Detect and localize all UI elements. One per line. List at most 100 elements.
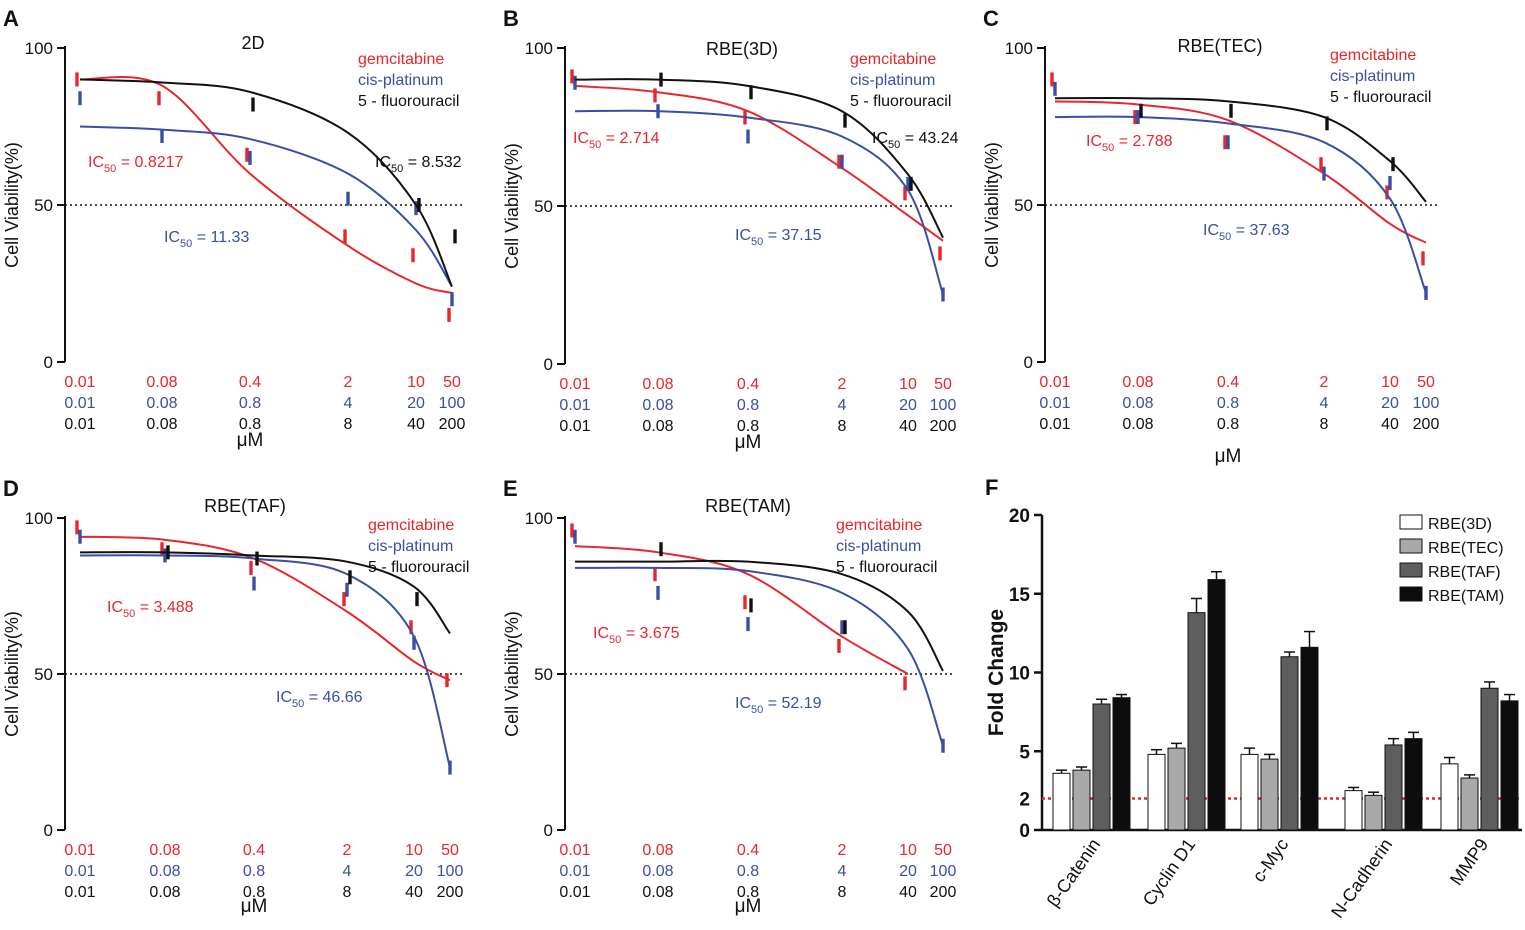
- bar: [1364, 794, 1383, 831]
- x-tick-label: 0.01: [64, 863, 95, 880]
- x-tick-label: 8: [838, 418, 847, 435]
- x-tick-label: 0.8: [239, 395, 261, 412]
- x-tick-label: 200: [439, 416, 466, 433]
- legend-swatch: [1399, 538, 1423, 554]
- x-tick-label: 20: [899, 397, 917, 414]
- y-tick-label: 0: [1024, 353, 1033, 372]
- x-tick-label: 0.8: [243, 884, 265, 901]
- x-tick-label: 10: [407, 374, 425, 391]
- fit-curve-0: [574, 545, 909, 675]
- x-tick-label: 0.01: [1039, 395, 1070, 412]
- x-tick-label: 4: [838, 863, 847, 880]
- x-axis-label: μM: [1215, 446, 1242, 467]
- x-tick-label: 0.08: [149, 863, 180, 880]
- x-tick-label: 100: [439, 395, 466, 412]
- x-tick-label: 0.01: [559, 863, 590, 880]
- legend-label: RBE(TAF): [1428, 564, 1501, 581]
- panel-a: A 0 50 100 Cell Viability(%) 2D gemcitabine cis…: [2, 6, 465, 451]
- x-tick-label: 200: [437, 884, 464, 901]
- x-tick-label: 50: [934, 842, 952, 859]
- x-tick-label: 0.08: [642, 842, 673, 859]
- x-tick-label: 40: [405, 884, 423, 901]
- bar: [1092, 703, 1111, 831]
- x-tick-label: 100: [1413, 395, 1440, 412]
- x-tick-label: 100: [930, 397, 957, 414]
- legend-gemcitabine: gemcitabine: [836, 517, 922, 534]
- legend-cis-platinum: cis-platinum: [836, 538, 921, 555]
- x-tick-label: 0.4: [243, 842, 265, 859]
- panel-letter: B: [503, 6, 519, 31]
- ic50-label: IC50 = 2.714: [573, 130, 660, 151]
- panel-b: B 0 50 100 Cell Viability(%) RBE(3D) gemcitabi…: [502, 6, 959, 453]
- x-tick-label: 8: [838, 884, 847, 901]
- x-axis-label: μM: [237, 430, 264, 451]
- fit-curve-1: [1054, 115, 1427, 294]
- category-label: N-Cadherin: [1327, 835, 1396, 922]
- x-tick-label: 4: [344, 395, 353, 412]
- x-tick-label: 10: [1381, 374, 1399, 391]
- panel-d: D 0 50 100 Cell Viability(%) RBE(TAF) gemcitab…: [2, 476, 469, 917]
- chart-title: 2D: [241, 33, 264, 53]
- legend-swatch: [1399, 562, 1423, 578]
- fit-curve-1: [574, 566, 944, 747]
- legend-gemcitabine: gemcitabine: [1330, 47, 1416, 64]
- x-axis-label: μM: [735, 896, 762, 917]
- legend-cis-platinum: cis-platinum: [368, 538, 453, 555]
- x-tick-label: 20: [1381, 395, 1399, 412]
- x-tick-label: 10: [405, 842, 423, 859]
- panel-letter: A: [3, 6, 19, 31]
- x-tick-label: 10: [899, 376, 917, 393]
- y-tick-label: 0: [44, 353, 53, 372]
- x-tick-label: 0.01: [1039, 416, 1070, 433]
- x-tick-label: 0.01: [64, 416, 95, 433]
- fit-curve-1: [79, 125, 453, 288]
- x-tick-label: 40: [1381, 416, 1399, 433]
- legend-gemcitabine: gemcitabine: [850, 51, 936, 68]
- panel-c: C 0 50 100 Cell Viability(%) RBE(TEC) gemcitab…: [982, 6, 1439, 467]
- ic50-label: IC50 = 0.8217: [88, 154, 184, 175]
- fit-curve-1: [79, 554, 451, 768]
- x-tick-label: 0.4: [737, 376, 759, 393]
- panel-letter: D: [3, 476, 19, 501]
- bar: [1384, 744, 1403, 831]
- x-tick-label: 0.01: [559, 418, 590, 435]
- x-tick-label: 0.01: [64, 395, 95, 412]
- x-tick-label: 0.08: [149, 884, 180, 901]
- legend-cis-platinum: cis-platinum: [850, 72, 935, 89]
- x-tick-label: 8: [344, 416, 353, 433]
- bar: [1207, 579, 1226, 831]
- bar: [1187, 612, 1206, 831]
- y-tick-label: 100: [25, 39, 53, 58]
- y-tick-label: 100: [525, 509, 553, 528]
- bar: [1167, 747, 1186, 831]
- y-tick-label: 100: [525, 39, 553, 58]
- x-tick-label: 0.4: [1217, 374, 1239, 391]
- x-axis-label: μM: [241, 896, 268, 917]
- x-tick-label: 100: [930, 863, 957, 880]
- x-tick-label: 0.8: [243, 863, 265, 880]
- y-tick-label: 0: [44, 821, 53, 840]
- x-tick-label: 40: [899, 418, 917, 435]
- bar: [1344, 790, 1363, 831]
- x-tick-label: 4: [1320, 395, 1329, 412]
- legend-fluorouracil: 5 - fluorouracil: [850, 93, 951, 110]
- y-axis-label: Fold Change: [985, 609, 1008, 736]
- y-tick-label: 100: [1005, 39, 1033, 58]
- y-axis-label: Cell Viability(%): [502, 143, 522, 269]
- category-label: β-Catenin: [1043, 835, 1104, 911]
- x-tick-label: 0.08: [146, 374, 177, 391]
- x-tick-label: 0.08: [642, 376, 673, 393]
- x-tick-label: 0.8: [737, 397, 759, 414]
- bar: [1072, 769, 1091, 831]
- y-axis-label: Cell Viability(%): [982, 142, 1002, 268]
- y-tick-label: 50: [34, 196, 53, 215]
- legend-swatch: [1399, 586, 1423, 602]
- x-tick-label: 2: [344, 374, 353, 391]
- x-tick-label: 0.08: [1122, 395, 1153, 412]
- x-tick-label: 50: [1417, 374, 1435, 391]
- legend-fluorouracil: 5 - fluorouracil: [1330, 89, 1431, 106]
- y-tick-label: 50: [1014, 196, 1033, 215]
- y-axis-label: Cell Viability(%): [502, 611, 522, 737]
- x-tick-label: 0.8: [1217, 416, 1239, 433]
